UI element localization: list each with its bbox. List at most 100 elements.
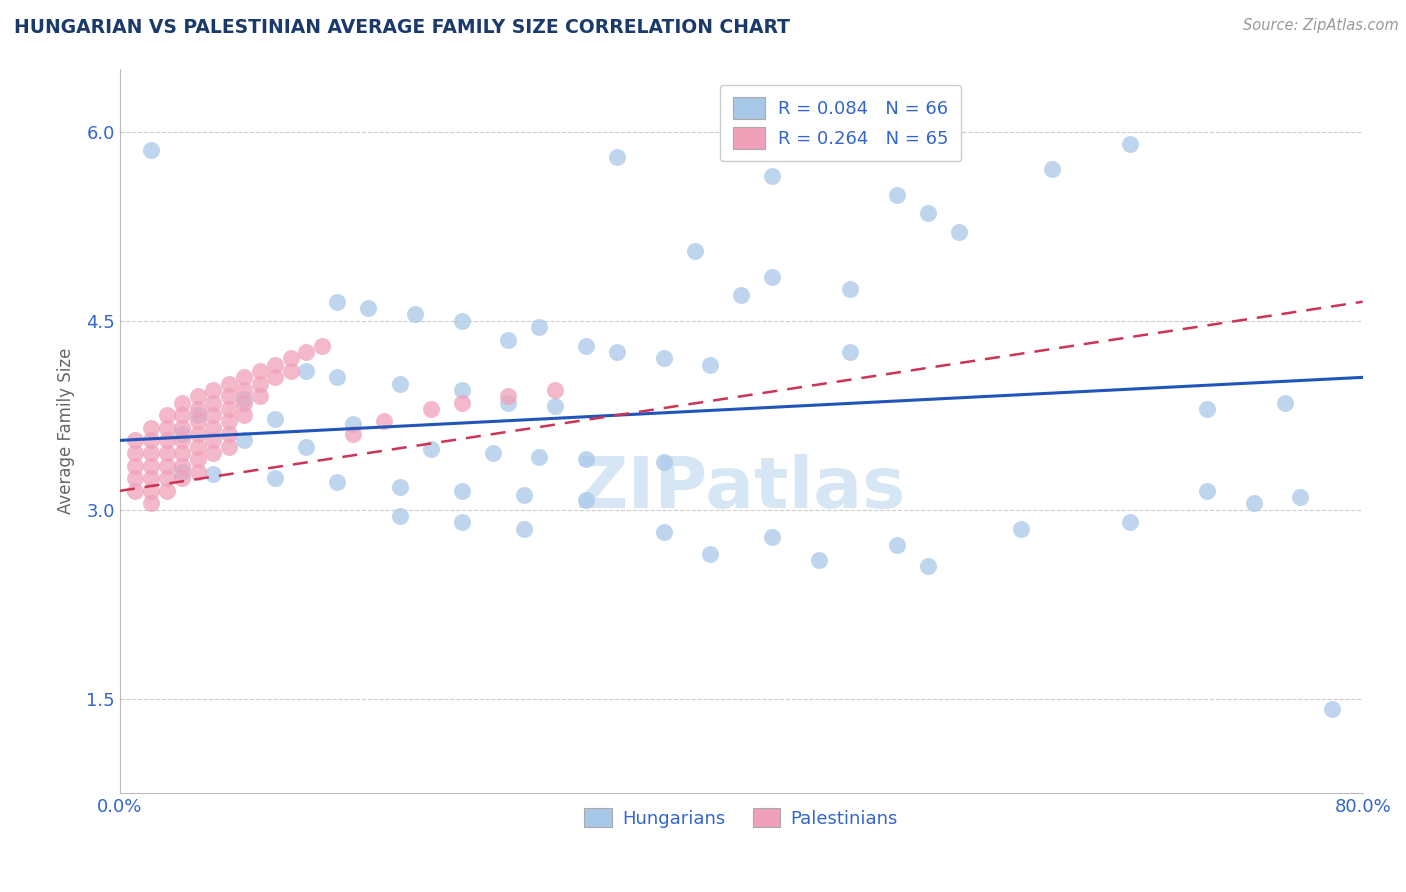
Point <box>326 475 349 489</box>
Point <box>917 206 939 220</box>
Point <box>683 244 706 259</box>
Point <box>1274 395 1296 409</box>
Point <box>1118 516 1140 530</box>
Point <box>202 434 225 448</box>
Point <box>295 345 318 359</box>
Point <box>155 471 177 485</box>
Point <box>496 333 519 347</box>
Point <box>202 395 225 409</box>
Point <box>388 509 411 524</box>
Point <box>139 446 162 460</box>
Point <box>218 427 240 442</box>
Point <box>139 434 162 448</box>
Point <box>761 169 783 183</box>
Point <box>139 483 162 498</box>
Point <box>202 467 225 482</box>
Point <box>1010 522 1032 536</box>
Point <box>1243 496 1265 510</box>
Point <box>1118 137 1140 152</box>
Point <box>652 351 675 366</box>
Point <box>187 389 209 403</box>
Point <box>529 450 551 464</box>
Point <box>264 358 287 372</box>
Point <box>124 446 146 460</box>
Point <box>342 417 364 431</box>
Point <box>807 553 830 567</box>
Point <box>357 301 380 315</box>
Point <box>202 446 225 460</box>
Point <box>218 401 240 416</box>
Point <box>170 471 193 485</box>
Point <box>326 370 349 384</box>
Point <box>202 383 225 397</box>
Point <box>652 455 675 469</box>
Point <box>450 516 472 530</box>
Point <box>575 492 598 507</box>
Point <box>264 412 287 426</box>
Point <box>264 370 287 384</box>
Point <box>155 446 177 460</box>
Point <box>699 358 721 372</box>
Point <box>450 395 472 409</box>
Point <box>170 465 193 479</box>
Point <box>652 525 675 540</box>
Point <box>139 421 162 435</box>
Point <box>155 408 177 422</box>
Point <box>187 465 209 479</box>
Point <box>170 434 193 448</box>
Point <box>839 345 862 359</box>
Point <box>124 434 146 448</box>
Point <box>187 415 209 429</box>
Point <box>218 389 240 403</box>
Point <box>419 442 441 457</box>
Point <box>124 471 146 485</box>
Text: ZIPatlas: ZIPatlas <box>576 454 907 524</box>
Point <box>139 471 162 485</box>
Point <box>218 440 240 454</box>
Point <box>544 383 567 397</box>
Point <box>249 389 271 403</box>
Point <box>155 434 177 448</box>
Point <box>249 364 271 378</box>
Point <box>295 364 318 378</box>
Point <box>264 471 287 485</box>
Point <box>311 339 333 353</box>
Point <box>233 434 256 448</box>
Point <box>450 383 472 397</box>
Point <box>575 452 598 467</box>
Point <box>1197 483 1219 498</box>
Point <box>419 401 441 416</box>
Point <box>170 408 193 422</box>
Point <box>295 440 318 454</box>
Point <box>233 383 256 397</box>
Legend: Hungarians, Palestinians: Hungarians, Palestinians <box>578 801 905 835</box>
Point <box>886 538 908 552</box>
Point <box>124 458 146 473</box>
Point <box>202 408 225 422</box>
Point <box>233 370 256 384</box>
Point <box>218 415 240 429</box>
Point <box>1040 162 1063 177</box>
Point <box>124 483 146 498</box>
Point <box>170 446 193 460</box>
Point <box>139 496 162 510</box>
Point <box>233 408 256 422</box>
Point <box>496 389 519 403</box>
Point <box>342 427 364 442</box>
Point <box>948 226 970 240</box>
Point <box>1197 401 1219 416</box>
Point <box>170 458 193 473</box>
Point <box>699 547 721 561</box>
Point <box>450 313 472 327</box>
Point <box>218 376 240 391</box>
Point <box>155 458 177 473</box>
Point <box>481 446 503 460</box>
Point <box>761 531 783 545</box>
Point <box>233 395 256 409</box>
Point <box>187 440 209 454</box>
Point <box>326 294 349 309</box>
Text: Source: ZipAtlas.com: Source: ZipAtlas.com <box>1243 18 1399 33</box>
Point <box>388 480 411 494</box>
Point <box>513 487 536 501</box>
Point <box>513 522 536 536</box>
